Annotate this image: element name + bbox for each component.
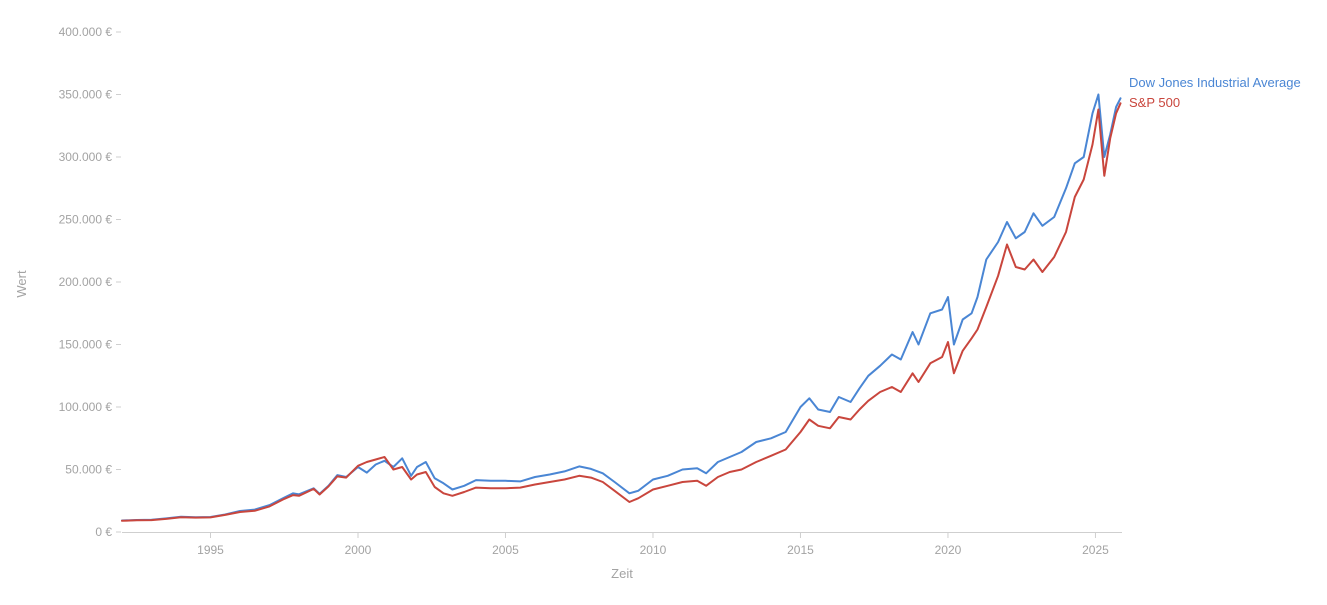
y-tick-label: 250.000 € <box>59 213 113 227</box>
x-tick-label: 2010 <box>640 543 667 557</box>
x-axis-ticks: 1995 2000 2005 2010 2015 2020 2025 <box>197 533 1109 557</box>
x-tick-label: 2025 <box>1082 543 1109 557</box>
y-tick-label: 400.000 € <box>59 25 113 39</box>
series-layer <box>121 93 1122 522</box>
y-tick-label: 150.000 € <box>59 338 113 352</box>
y-tick-label: 200.000 € <box>59 275 113 289</box>
y-axis-title: Wert <box>14 270 29 298</box>
x-tick-label: 2005 <box>492 543 519 557</box>
y-tick-label: 350.000 € <box>59 88 113 102</box>
x-axis-title: Zeit <box>611 566 633 581</box>
y-tick-label: 100.000 € <box>59 400 113 414</box>
x-tick-label: 1995 <box>197 543 224 557</box>
y-tick-label: 0 € <box>95 525 112 539</box>
y-tick-label: 300.000 € <box>59 150 113 164</box>
y-tick-label: 50.000 € <box>65 463 112 477</box>
legend-label-0: Dow Jones Industrial Average <box>1129 75 1301 90</box>
x-tick-label: 2020 <box>935 543 962 557</box>
series-line-0 <box>121 93 1122 522</box>
legend-label-1: S&P 500 <box>1129 95 1180 110</box>
x-tick-label: 2015 <box>787 543 814 557</box>
x-tick-label: 2000 <box>345 543 372 557</box>
y-axis-ticks: 0 € 50.000 € 100.000 € 150.000 € 200.000 € 25… <box>59 25 121 539</box>
series-line-1 <box>121 102 1122 522</box>
legend: Dow Jones Industrial Average S&P 500 <box>1129 75 1301 110</box>
